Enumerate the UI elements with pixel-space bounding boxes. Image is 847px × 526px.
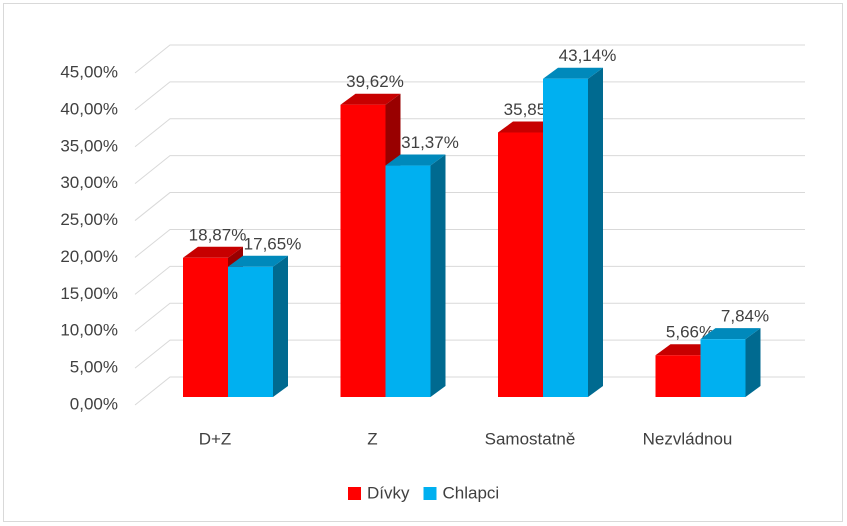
bar-top bbox=[700, 328, 761, 340]
bar bbox=[385, 154, 446, 397]
bar-front bbox=[655, 355, 701, 397]
bar-top bbox=[385, 154, 446, 166]
bar-top bbox=[543, 67, 603, 79]
bar-front bbox=[543, 78, 588, 398]
bar-front bbox=[498, 132, 543, 398]
legend-label: Chlapci bbox=[443, 483, 500, 502]
y-tick-label: 30,00% bbox=[60, 173, 118, 192]
data-label: 31,37% bbox=[401, 133, 459, 152]
bar-side bbox=[430, 154, 446, 397]
y-tick-label: 25,00% bbox=[60, 210, 118, 229]
y-tick-label: 10,00% bbox=[60, 321, 118, 340]
y-tick-label: 35,00% bbox=[60, 136, 118, 155]
data-label: 39,62% bbox=[346, 72, 404, 91]
x-tick-label: Nezvládnou bbox=[643, 429, 733, 448]
data-label: 18,87% bbox=[189, 225, 247, 244]
bar-side bbox=[273, 255, 288, 397]
legend-label: Dívky bbox=[367, 483, 410, 502]
data-label: 43,14% bbox=[559, 46, 617, 65]
data-label: 7,84% bbox=[721, 307, 769, 326]
bar-side bbox=[588, 67, 603, 398]
legend-swatch bbox=[423, 487, 437, 500]
bar-front bbox=[385, 165, 431, 397]
y-tick-label: 5,00% bbox=[70, 358, 118, 377]
bar-front bbox=[228, 266, 273, 397]
bar-front bbox=[700, 339, 746, 397]
bar-top bbox=[228, 255, 288, 267]
y-tick-label: 20,00% bbox=[60, 247, 118, 266]
x-tick-label: D+Z bbox=[199, 429, 232, 448]
x-tick-label: Samostatně bbox=[485, 429, 576, 448]
bar-side bbox=[745, 328, 761, 397]
data-label: 17,65% bbox=[244, 234, 302, 253]
bar-top bbox=[340, 93, 401, 105]
data-label: 5,66% bbox=[666, 323, 714, 342]
y-tick-label: 45,00% bbox=[60, 62, 118, 81]
bar bbox=[228, 255, 288, 397]
bar bbox=[700, 328, 761, 397]
bar-front bbox=[183, 257, 228, 397]
y-tick-label: 0,00% bbox=[70, 394, 118, 413]
y-tick-label: 40,00% bbox=[60, 99, 118, 118]
legend-swatch bbox=[348, 487, 361, 500]
bar-front bbox=[340, 104, 386, 397]
y-tick-label: 15,00% bbox=[60, 284, 118, 303]
bar bbox=[543, 67, 603, 398]
bar-top bbox=[183, 246, 243, 258]
x-tick-label: Z bbox=[367, 429, 377, 448]
grid-line bbox=[134, 44, 805, 74]
